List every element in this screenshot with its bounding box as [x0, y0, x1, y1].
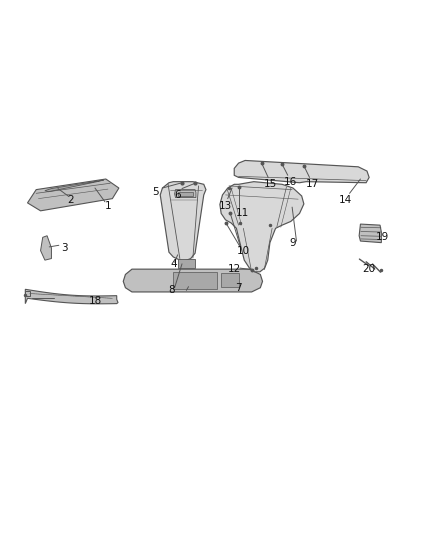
Text: 19: 19	[375, 232, 389, 243]
Text: 11: 11	[237, 208, 250, 219]
Polygon shape	[173, 272, 217, 289]
Text: 7: 7	[235, 282, 242, 293]
Polygon shape	[175, 190, 196, 198]
Text: 9: 9	[290, 238, 296, 248]
Polygon shape	[220, 182, 304, 272]
Polygon shape	[234, 160, 369, 183]
Text: 3: 3	[61, 243, 68, 253]
Polygon shape	[160, 182, 206, 261]
Polygon shape	[45, 180, 104, 192]
Text: 16: 16	[284, 176, 297, 187]
Text: 1: 1	[105, 200, 111, 211]
Text: 14: 14	[339, 195, 352, 205]
Text: 8: 8	[168, 285, 174, 295]
Polygon shape	[25, 292, 30, 296]
Polygon shape	[123, 269, 262, 292]
Text: 17: 17	[306, 179, 319, 189]
Text: 12: 12	[228, 264, 241, 274]
Polygon shape	[178, 192, 193, 196]
Text: 15: 15	[264, 179, 277, 189]
Polygon shape	[221, 273, 239, 287]
Text: 4: 4	[170, 259, 177, 269]
Text: 18: 18	[88, 296, 102, 306]
Polygon shape	[25, 289, 118, 304]
Text: 6: 6	[174, 190, 181, 200]
Text: 20: 20	[363, 264, 376, 274]
Text: 13: 13	[219, 200, 232, 211]
Polygon shape	[359, 224, 381, 243]
Text: 10: 10	[237, 246, 250, 256]
Polygon shape	[41, 236, 51, 260]
Polygon shape	[28, 179, 119, 211]
Text: 2: 2	[68, 195, 74, 205]
Text: 5: 5	[152, 187, 159, 197]
Polygon shape	[178, 259, 195, 268]
